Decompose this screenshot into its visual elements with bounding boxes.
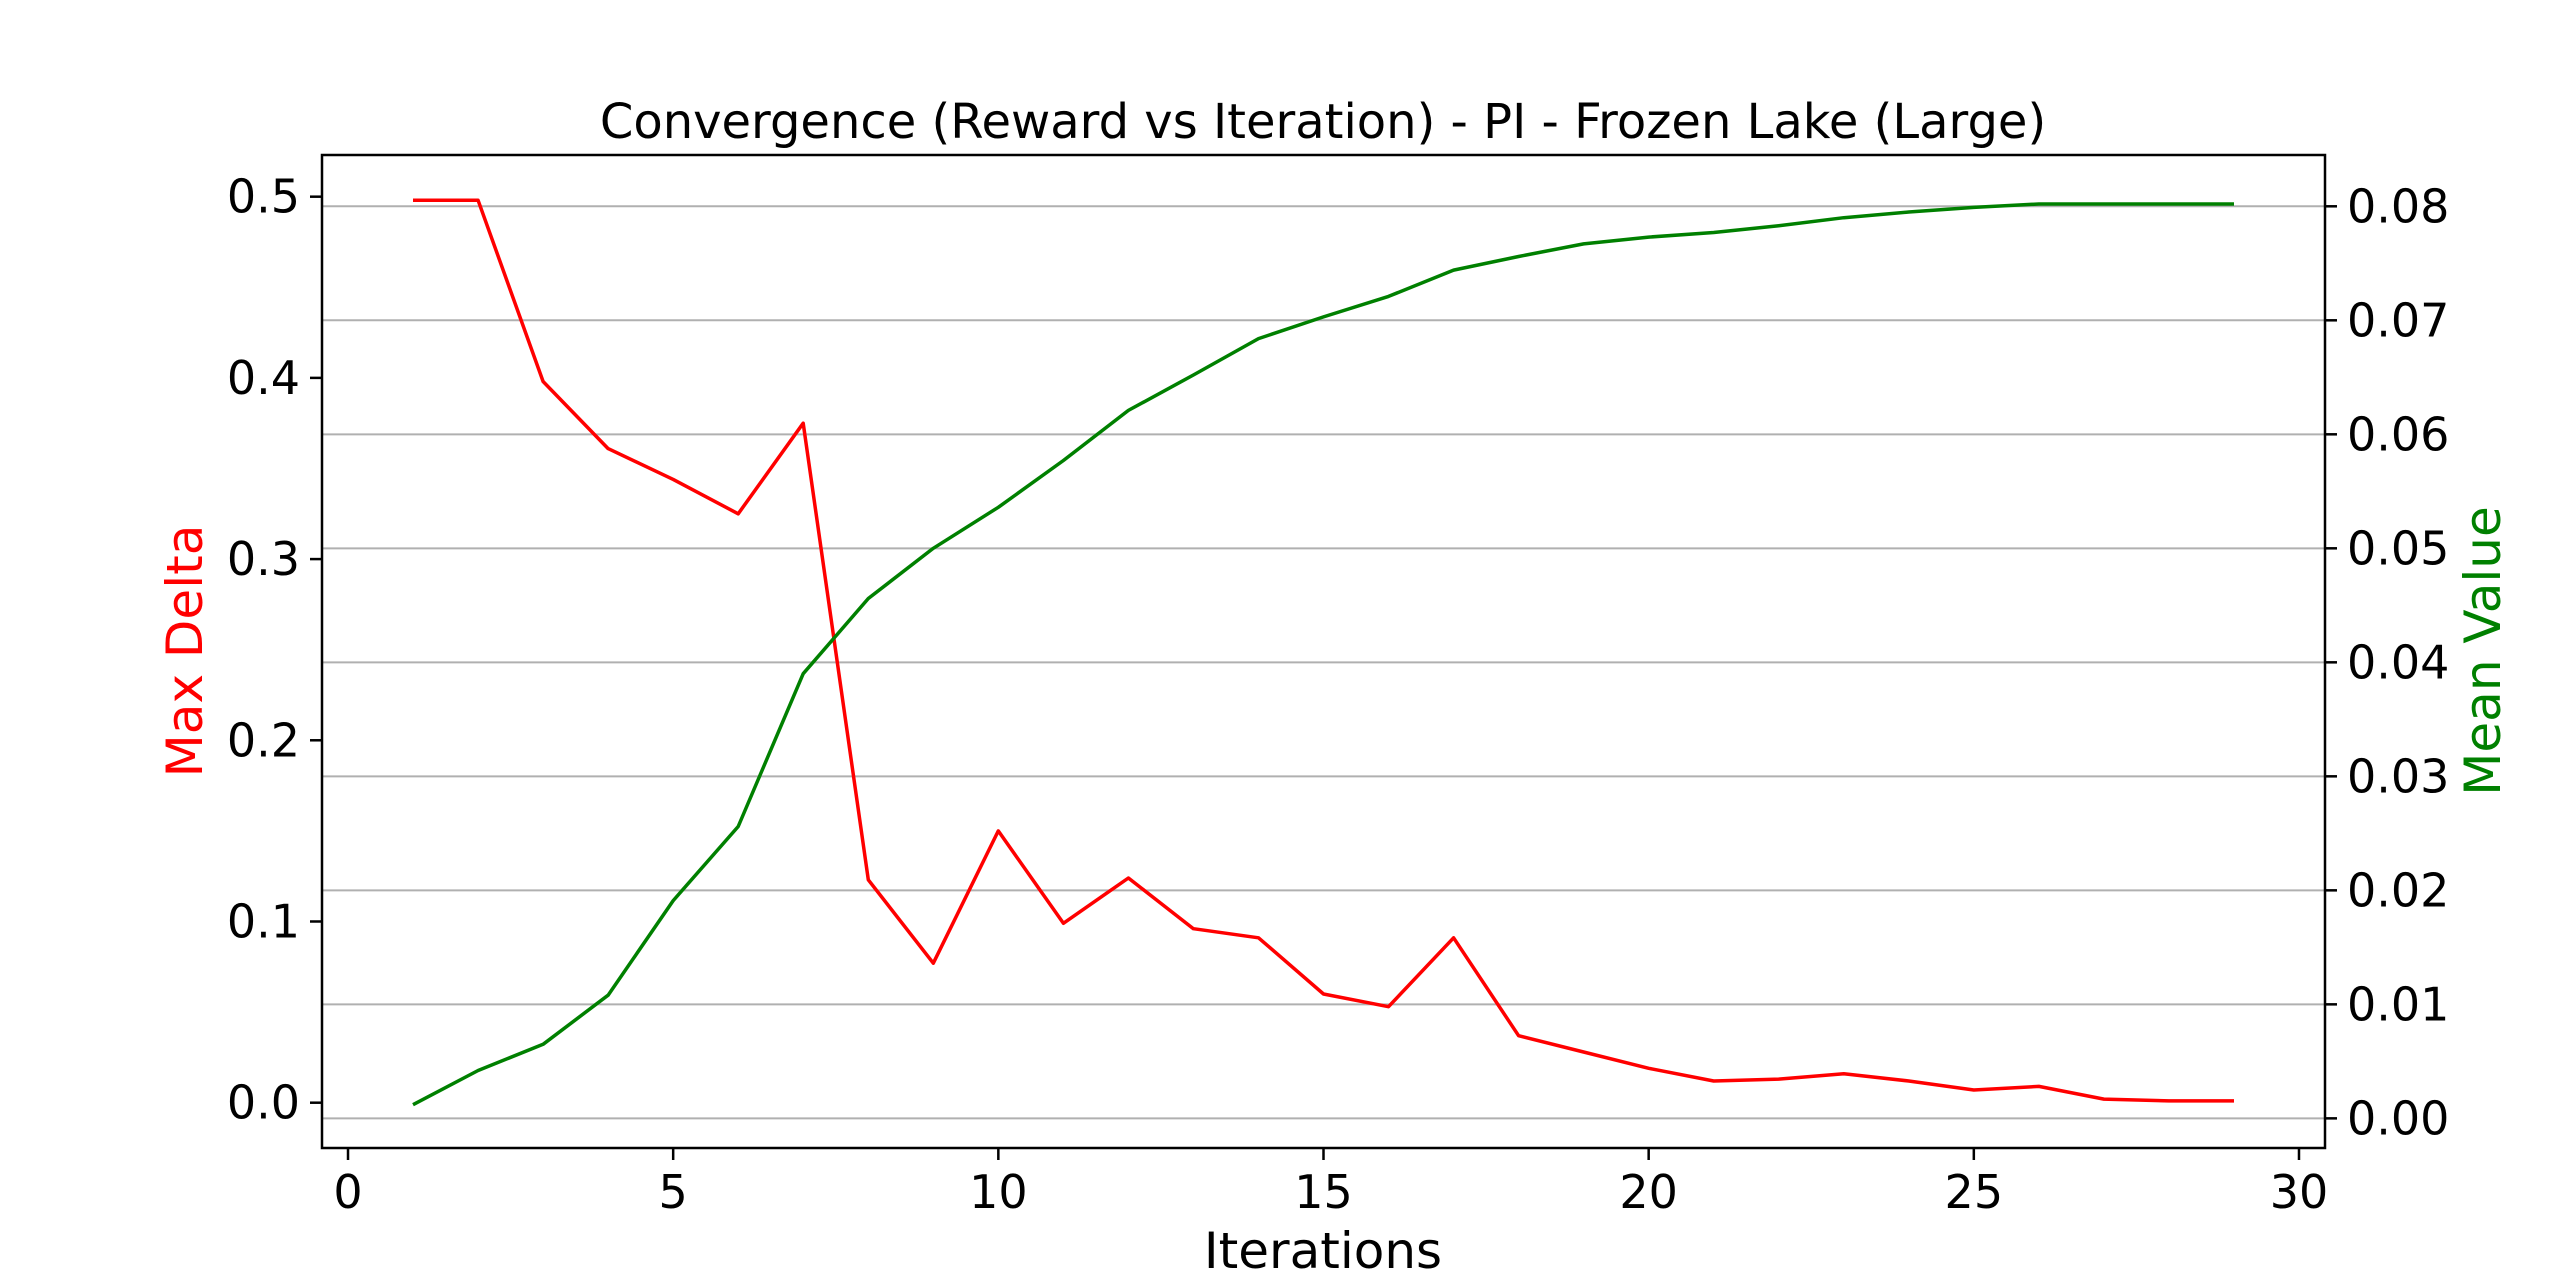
right-tick-label-1: 0.01 (2347, 977, 2449, 1031)
left-tick-label-1: 0.1 (227, 894, 300, 948)
left-tick-label-2: 0.2 (227, 713, 300, 767)
x-axis-label: Iterations (1204, 1222, 1442, 1280)
left-tick-label-5: 0.5 (227, 170, 300, 224)
right-axis-ticks: 0.00 0.01 0.02 0.03 0.04 0.05 0.06 0.07 0.08 (2325, 179, 2449, 1145)
mean-value-series-line (412, 202, 2234, 1107)
left-axis-label: Max Delta (156, 525, 214, 778)
x-tick-label-2: 10 (969, 1165, 1028, 1219)
right-tick-label-8: 0.08 (2347, 179, 2449, 233)
left-tick-label-4: 0.4 (227, 351, 300, 405)
right-axis-label: Mean Value (2454, 506, 2512, 795)
x-tick-label-3: 15 (1294, 1165, 1353, 1219)
x-tick-label-6: 30 (2270, 1165, 2329, 1219)
left-tick-label-3: 0.3 (227, 532, 300, 586)
x-tick-label-1: 5 (659, 1165, 688, 1219)
right-tick-label-7: 0.07 (2347, 293, 2449, 347)
right-tick-label-6: 0.06 (2347, 407, 2449, 461)
x-tick-label-4: 20 (1619, 1165, 1678, 1219)
right-tick-label-2: 0.02 (2347, 863, 2449, 917)
x-tick-label-0: 0 (333, 1165, 362, 1219)
max-delta-series-line (413, 198, 2234, 1103)
grid-lines (322, 205, 2325, 1120)
right-tick-label-5: 0.05 (2347, 521, 2449, 575)
right-tick-label-3: 0.03 (2347, 749, 2449, 803)
right-tick-label-0: 0.00 (2347, 1091, 2449, 1145)
right-tick-label-4: 0.04 (2347, 635, 2449, 689)
left-axis-ticks: 0.0 0.1 0.2 0.3 0.4 0.5 (227, 170, 322, 1130)
left-tick-label-0: 0.0 (227, 1076, 300, 1130)
x-axis-ticks: 0 5 10 15 20 25 30 (333, 1148, 2328, 1219)
chart-title: Convergence (Reward vs Iteration) - PI -… (600, 94, 2046, 150)
x-tick-label-5: 25 (1945, 1165, 2004, 1219)
series-lines (412, 198, 2234, 1107)
